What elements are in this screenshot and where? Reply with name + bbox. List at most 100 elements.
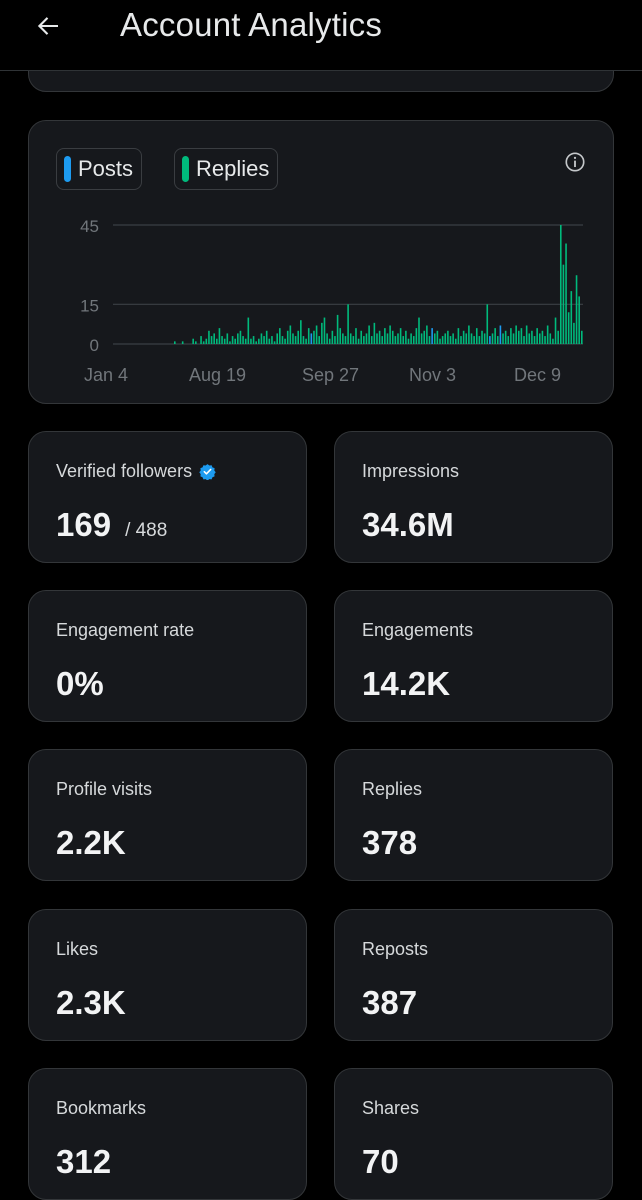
replies-bar [415,328,418,344]
arrow-left-icon [37,17,58,35]
replies-bar [581,330,583,344]
stat-label: Verified followers [56,461,193,481]
posts-bar [431,328,433,344]
replies-bar [552,338,554,344]
replies-bar [181,341,184,344]
replies-bar [342,333,344,344]
replies-bar [258,338,260,344]
replies-bar [331,330,334,344]
stat-label: Replies [362,779,423,799]
replies-bar [420,333,423,344]
y-tick-label: 0 [90,336,99,355]
replies-bar [357,338,360,344]
replies-bar [174,341,176,344]
posts-bar [310,333,313,344]
replies-bar [373,322,376,344]
replies-bar [549,333,552,344]
replies-bar [192,338,194,344]
replies-bar [334,336,336,344]
legend-replies-label: Replies [196,156,270,181]
stat-label: Engagements [362,620,474,640]
replies-bar [457,328,460,344]
replies-bar [307,328,310,344]
x-tick-label: Nov 3 [409,365,456,385]
replies-bar [433,333,436,344]
stat-label: Shares [362,1098,420,1118]
replies-bar [326,333,328,344]
replies-bar [305,338,307,344]
replies-bar [300,320,302,344]
replies-bar [208,330,210,344]
replies-bar [517,330,520,344]
replies-bar [562,264,565,344]
replies-bar [292,333,294,344]
replies-bar [486,304,489,344]
replies-bar [284,338,286,344]
replies-bar [405,330,407,344]
replies-bar [229,341,231,344]
replies-bar [231,336,234,344]
verified-badge-icon [199,464,216,480]
replies-bar [447,330,449,344]
replies-bar [297,330,300,344]
replies-bar [478,336,481,344]
replies-bar [276,333,279,344]
replies-bar [265,330,268,344]
replies-bar [247,317,250,344]
replies-bar [468,325,470,344]
posts-bar [489,336,491,344]
stat-value: 0% [56,665,104,702]
replies-bar [559,225,562,344]
replies-bar [494,328,496,344]
replies-swatch [182,156,189,182]
stat-reposts: Reposts 387 [334,909,613,1041]
replies-bar [218,328,221,344]
replies-bar [321,322,323,344]
legend-replies[interactable]: Replies [174,148,279,190]
replies-bar [281,336,284,344]
replies-bar [360,330,363,344]
replies-bar [271,336,273,344]
stat-value: 169 [56,506,112,543]
replies-bar [202,341,205,344]
replies-bar [570,291,573,344]
replies-bar [205,338,208,344]
replies-bar [279,328,281,344]
back-button[interactable] [30,8,66,44]
posts-bar [499,325,502,344]
replies-bar [213,333,215,344]
stat-replies: Replies 378 [334,749,613,881]
replies-bar [504,330,507,344]
stat-likes: Likes 2.3K [28,909,307,1041]
info-icon[interactable] [564,151,586,173]
replies-bar [449,336,452,344]
legend-posts-label: Posts [78,156,134,181]
replies-bar [515,325,517,344]
replies-bar [289,325,292,344]
replies-bar [507,336,510,344]
replies-bar [418,317,420,344]
replies-bar [315,325,318,344]
replies-bar [263,336,265,344]
stat-label: Engagement rate [56,620,195,640]
replies-bar [520,328,523,344]
x-tick-label: Dec 9 [514,365,561,385]
replies-bar [365,333,368,344]
replies-bar [223,338,226,344]
y-tick-label: 45 [80,217,99,236]
stat-value: 387 [362,984,418,1021]
replies-bar [221,336,223,344]
header: Account Analytics [0,0,642,71]
replies-bar [368,325,370,344]
replies-bar [525,325,528,344]
replies-bar [318,336,321,344]
replies-bar [475,328,478,344]
replies-bar [546,325,549,344]
stat-value: 2.3K [56,984,126,1021]
replies-bar [313,330,315,344]
replies-bar [378,330,381,344]
stat-verified-followers: Verified followers 169 / 488 [28,431,307,563]
replies-bar [423,330,426,344]
legend-posts[interactable]: Posts [56,148,143,190]
replies-bar [268,338,271,344]
